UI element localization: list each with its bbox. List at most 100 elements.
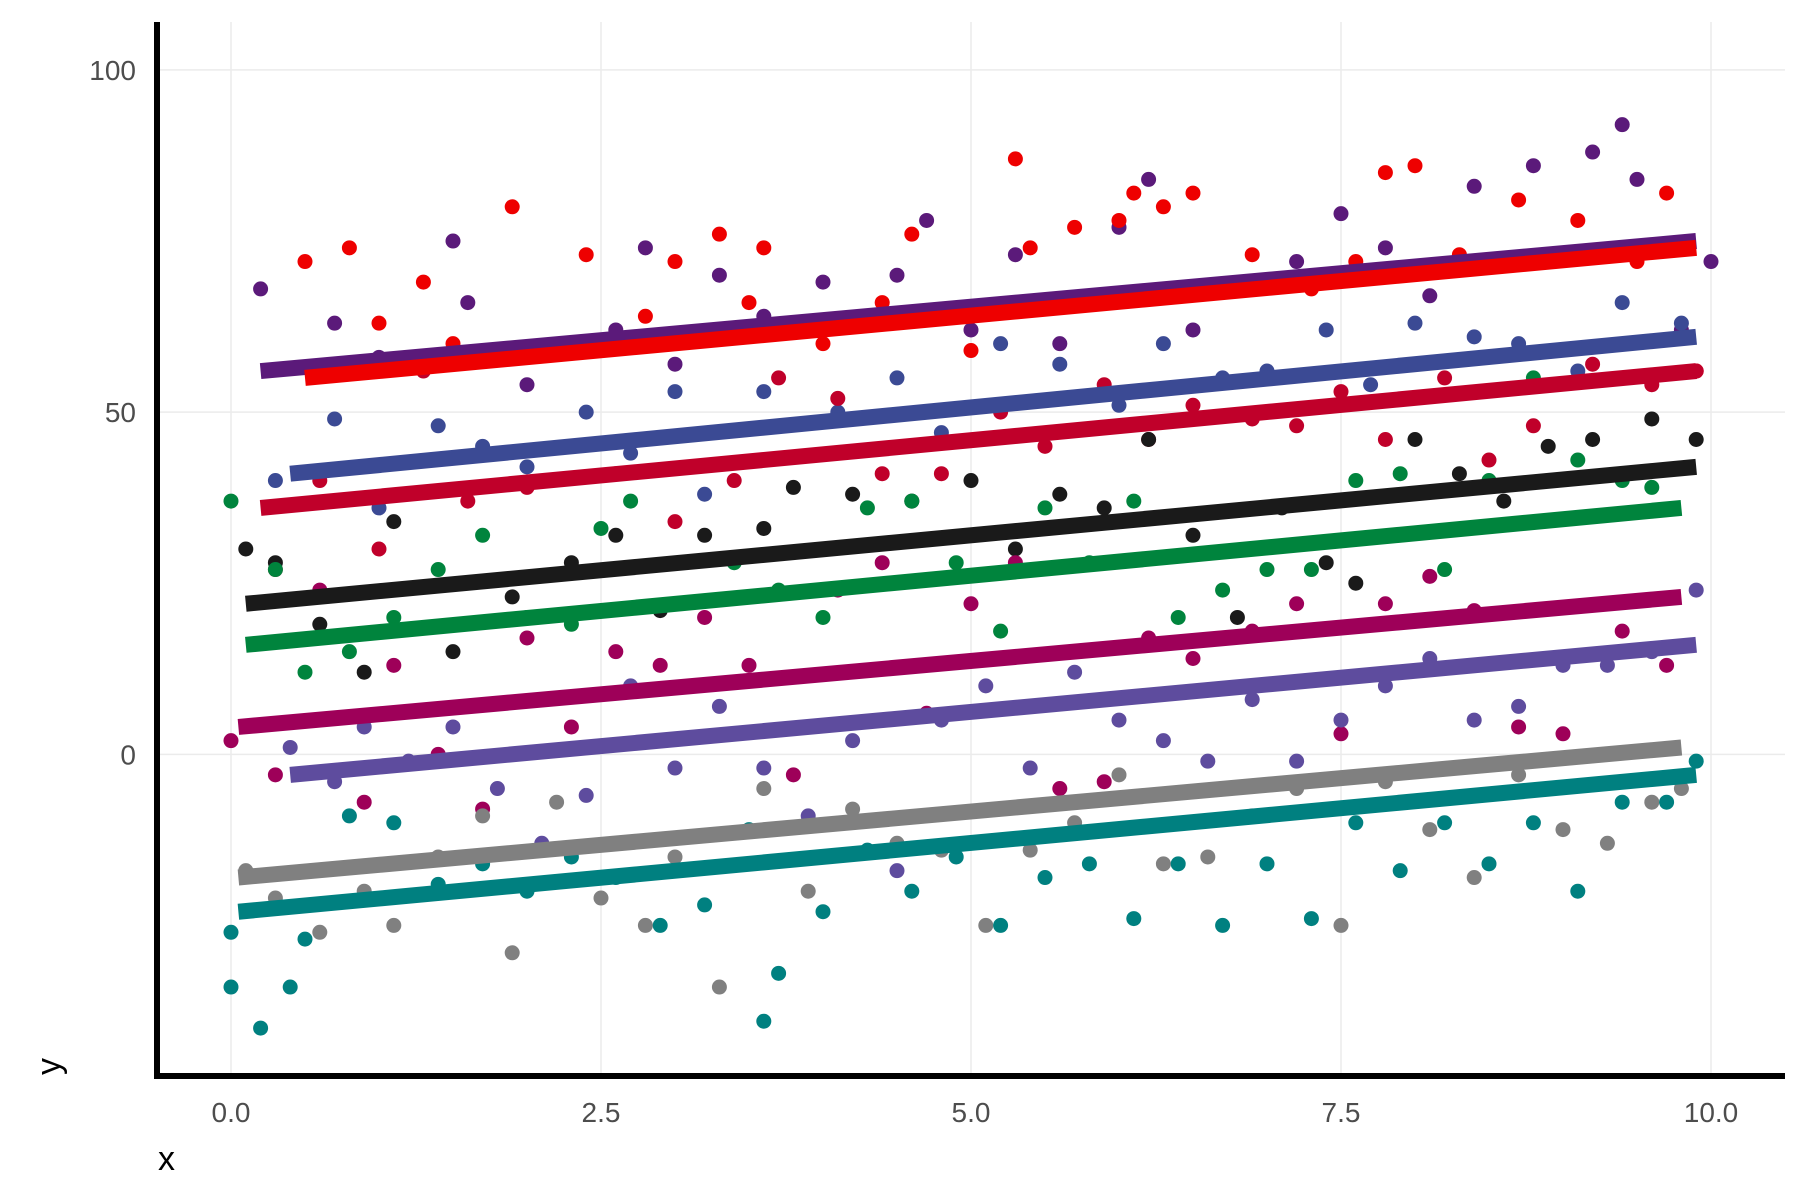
data-point — [1437, 815, 1453, 831]
data-point — [475, 808, 491, 824]
data-point — [297, 664, 313, 680]
data-point — [697, 486, 713, 502]
data-point — [415, 274, 431, 290]
data-point — [756, 240, 772, 256]
data-point — [386, 514, 402, 530]
x-tick-label: 5.0 — [952, 1097, 991, 1128]
data-point — [1525, 158, 1541, 174]
data-point — [904, 226, 920, 242]
data-point — [667, 849, 683, 865]
data-point — [1437, 370, 1453, 386]
data-point — [1659, 794, 1675, 810]
data-point — [1377, 165, 1393, 181]
data-point — [1200, 753, 1216, 769]
data-point — [1155, 856, 1171, 872]
data-point — [1703, 254, 1719, 270]
data-point — [1185, 651, 1201, 667]
data-point — [1141, 171, 1157, 187]
data-point — [1555, 822, 1571, 838]
data-point — [948, 849, 964, 865]
data-point — [1525, 418, 1541, 434]
data-point — [1081, 856, 1097, 872]
data-point — [1155, 199, 1171, 215]
data-point — [785, 767, 801, 783]
data-point — [697, 609, 713, 625]
data-point — [815, 609, 831, 625]
data-point — [1481, 452, 1497, 468]
data-point — [1599, 657, 1615, 673]
data-point — [1466, 870, 1482, 886]
data-point — [371, 541, 387, 557]
data-point — [504, 945, 520, 961]
data-point — [1614, 794, 1630, 810]
data-point — [519, 459, 535, 475]
data-point — [1644, 411, 1660, 427]
data-point — [1111, 712, 1127, 728]
data-point — [1185, 322, 1201, 338]
data-point — [637, 308, 653, 324]
data-point — [312, 924, 328, 940]
data-point — [1215, 582, 1231, 598]
data-point — [1570, 452, 1586, 468]
data-point — [904, 883, 920, 899]
grid-lines — [157, 22, 1785, 1076]
data-point — [756, 760, 772, 776]
data-point — [1614, 295, 1630, 311]
y-tick-label: 100 — [89, 55, 136, 86]
data-point — [1407, 158, 1423, 174]
fit-line — [259, 363, 1697, 516]
data-point — [815, 904, 831, 920]
data-point — [1037, 870, 1053, 886]
data-point — [1244, 692, 1260, 708]
data-point — [1052, 356, 1068, 372]
data-point — [1585, 144, 1601, 160]
data-point — [356, 664, 372, 680]
x-tick-label: 2.5 — [582, 1097, 621, 1128]
data-point — [1289, 753, 1305, 769]
data-point — [297, 931, 313, 947]
data-point — [445, 233, 461, 249]
data-point — [993, 336, 1009, 352]
x-axis-title: x — [158, 1140, 175, 1178]
data-point — [1348, 473, 1364, 489]
data-point — [1333, 726, 1349, 742]
data-point — [667, 514, 683, 530]
data-point — [1244, 247, 1260, 263]
data-point — [800, 883, 816, 899]
data-point — [430, 562, 446, 578]
data-point — [386, 815, 402, 831]
fit-line — [289, 328, 1697, 482]
data-point — [1022, 240, 1038, 256]
data-point — [1185, 185, 1201, 201]
data-point — [267, 562, 283, 578]
data-point — [623, 445, 639, 461]
data-point — [282, 979, 298, 995]
data-point — [1067, 664, 1083, 680]
data-point — [756, 781, 772, 797]
data-point — [667, 384, 683, 400]
fit-lines — [237, 233, 1697, 920]
data-point — [652, 917, 668, 933]
data-point — [1363, 377, 1379, 393]
data-point — [1585, 356, 1601, 372]
data-point — [711, 267, 727, 283]
data-point — [948, 555, 964, 571]
data-point — [1422, 568, 1438, 584]
data-point — [267, 473, 283, 489]
data-point — [623, 493, 639, 509]
data-point — [253, 1020, 269, 1036]
data-point — [1377, 678, 1393, 694]
data-point — [889, 370, 905, 386]
data-point — [460, 295, 476, 311]
data-point — [1333, 206, 1349, 222]
data-point — [1614, 623, 1630, 639]
data-point — [741, 295, 757, 311]
data-point — [608, 527, 624, 543]
data-point — [771, 370, 787, 386]
data-point — [578, 247, 594, 263]
data-point — [1111, 767, 1127, 783]
data-point — [341, 644, 357, 660]
data-point — [1096, 500, 1112, 516]
data-point — [327, 411, 343, 427]
data-point — [1318, 555, 1334, 571]
